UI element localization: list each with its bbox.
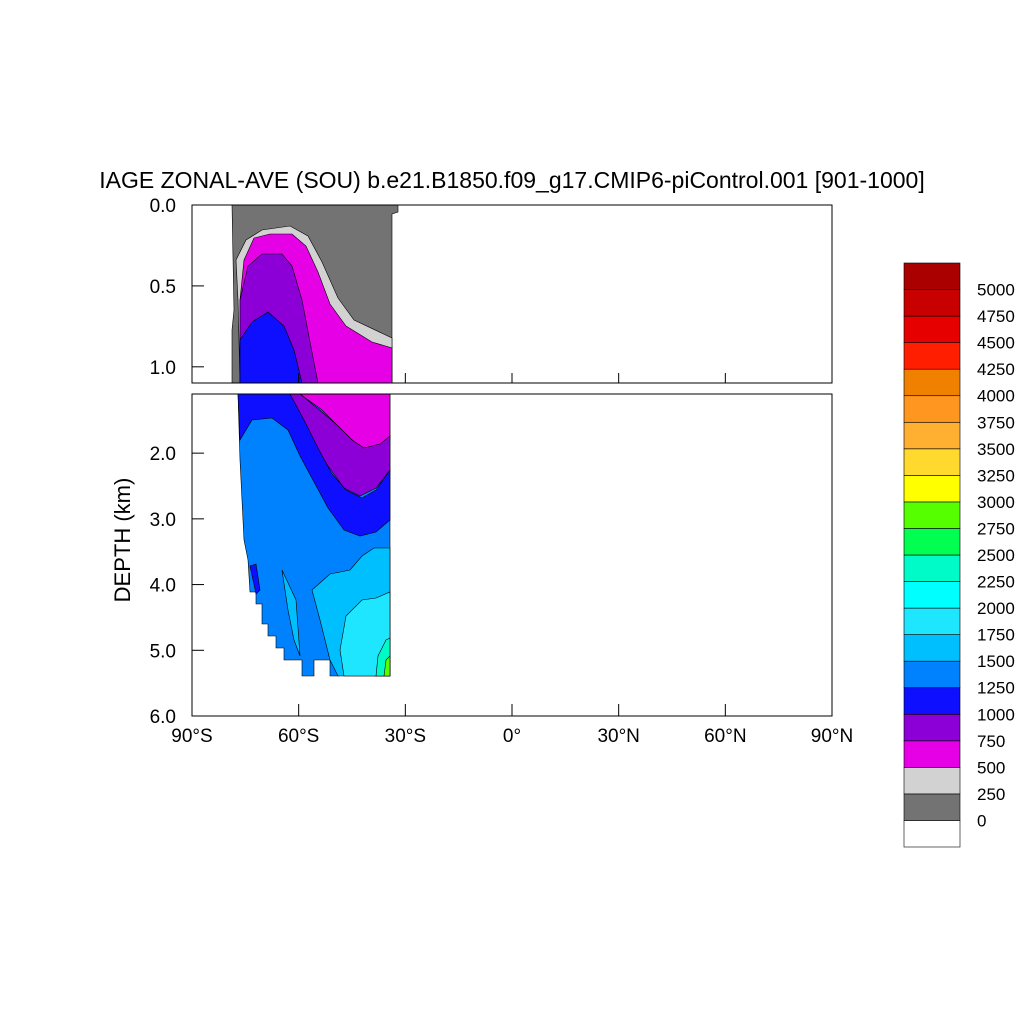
contour-band-1250-1500-slope-patch (249, 563, 261, 595)
x-tick-label: 90°S (171, 726, 212, 747)
colorbar: 0 250 500 750 1000 1250 1500 1750 2000 2250 2500 27… (903, 262, 1015, 848)
colorbar-swatch (903, 740, 961, 768)
colorbar-swatch (903, 528, 961, 556)
contour-band-1250-1500-lower (237, 394, 391, 537)
colorbar-swatch (903, 660, 961, 689)
upper-contour-fill (231, 205, 399, 383)
y-tick-label: 1.0 (150, 358, 176, 379)
x-tick-label: 30°S (385, 726, 426, 747)
y-tick-label: 6.0 (150, 707, 176, 728)
colorbar-label: 1500 (977, 652, 1015, 671)
colorbar-swatch (903, 395, 961, 423)
lower-contour-fill (237, 394, 391, 677)
colorbar-swatch (903, 581, 961, 609)
colorbar-swatch (903, 607, 961, 635)
colorbar-swatch (903, 421, 961, 450)
colorbar-label: 2250 (977, 573, 1015, 592)
colorbar-label: 3750 (977, 413, 1015, 432)
colorbar-label: 0 (977, 811, 986, 830)
colorbar-swatch (903, 342, 961, 370)
contour-band-deep-core-2 (383, 655, 391, 677)
y-tick-label: 4.0 (150, 576, 176, 597)
colorbar-swatch (903, 793, 961, 821)
colorbar-swatch (903, 289, 961, 317)
chart-title: IAGE ZONAL-AVE (SOU) b.e21.B1850.f09_g17… (99, 167, 924, 193)
colorbar-swatch (903, 262, 961, 290)
colorbar-swatch (903, 687, 961, 715)
colorbar-swatch (903, 315, 961, 343)
colorbar-swatch (903, 475, 961, 503)
colorbar-label: 250 (977, 785, 1005, 804)
y-tick-label: 5.0 (150, 641, 176, 662)
colorbar-label: 5000 (977, 281, 1015, 300)
colorbar-label: 2750 (977, 519, 1015, 538)
colorbar-label: 3500 (977, 440, 1015, 459)
axes: 90°S 60°S 30°S 0° 30°N 60°N 90°N 0.0 0.5 1.0 2.0 3.… (150, 196, 854, 747)
contour-band-1000-1250-lower-mid (287, 394, 391, 497)
colorbar-label: 750 (977, 732, 1005, 751)
colorbar-label: 2500 (977, 546, 1015, 565)
colorbar-swatch (903, 820, 961, 848)
colorbar-swatch (903, 713, 961, 742)
x-tick-label: 0° (503, 726, 521, 747)
colorbar-label: 3250 (977, 466, 1015, 485)
contour-band-1500-1750-slope (281, 569, 301, 657)
colorbar-swatch (903, 634, 961, 662)
colorbar-swatch (903, 448, 961, 476)
colorbar-label: 4500 (977, 334, 1015, 353)
y-tick-label: 2.0 (150, 444, 176, 465)
colorbar-label: 4250 (977, 360, 1015, 379)
colorbar-swatch (903, 501, 961, 529)
x-tick-label: 60°N (704, 726, 746, 747)
y-tick-label: 0.5 (150, 277, 176, 298)
colorbar-swatch (903, 554, 961, 582)
contour-band-1000-1250-upper (239, 311, 303, 383)
x-tick-label: 90°N (811, 726, 853, 747)
y-tick-label: 0.0 (150, 196, 176, 217)
colorbar-swatch (903, 368, 961, 397)
colorbar-label: 3000 (977, 493, 1015, 512)
lower-panel (191, 393, 833, 717)
colorbar-label: 2000 (977, 599, 1015, 618)
colorbar-label: 1000 (977, 705, 1015, 724)
colorbar-label: 4750 (977, 307, 1015, 326)
colorbar-swatch (903, 767, 961, 795)
y-axis-label: DEPTH (km) (110, 478, 135, 603)
upper-panel (191, 204, 833, 384)
x-tick-label: 60°S (278, 726, 319, 747)
colorbar-label: 1250 (977, 679, 1015, 698)
colorbar-label: 1750 (977, 626, 1015, 645)
colorbar-label: 4000 (977, 387, 1015, 406)
x-tick-label: 30°N (597, 726, 639, 747)
y-tick-label: 3.0 (150, 510, 176, 531)
colorbar-label: 500 (977, 758, 1005, 777)
